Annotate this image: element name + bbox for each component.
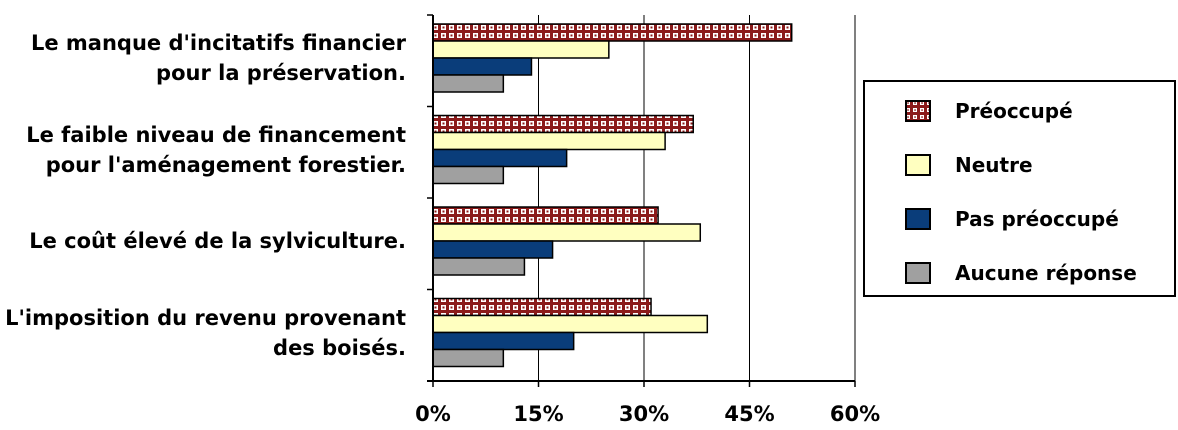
category-label-line: L'imposition du revenu provenant bbox=[5, 305, 406, 330]
category-label: L'imposition du revenu provenant des bois… bbox=[0, 303, 406, 363]
category-label-line: des boisés. bbox=[273, 335, 406, 360]
bar-aucune-r-ponse-0 bbox=[432, 74, 505, 93]
bar-pas-pr-occup--0 bbox=[432, 57, 533, 76]
category-label-line: Le coût élevé de la sylviculture. bbox=[29, 229, 406, 253]
x-tick-label: 15% bbox=[513, 402, 564, 426]
category-label-line: Le faible niveau de financement bbox=[26, 122, 406, 147]
legend-item: Pas préoccupé bbox=[905, 204, 1119, 234]
bar-neutre-2 bbox=[432, 223, 702, 242]
bar-aucune-r-ponse-2 bbox=[432, 257, 526, 276]
legend-label: Neutre bbox=[955, 153, 1033, 177]
legend-label: Pas préoccupé bbox=[955, 207, 1119, 231]
bar-neutre-1 bbox=[432, 131, 666, 151]
category-label: Le coût élevé de la sylviculture. bbox=[0, 226, 406, 256]
bar-neutre-3 bbox=[432, 314, 709, 334]
category-label-line: pour la préservation. bbox=[156, 61, 406, 85]
bar-pr-occup--3 bbox=[432, 297, 652, 317]
category-label: Le faible niveau de financement pour l'am… bbox=[0, 120, 406, 180]
bar-pas-pr-occup--3 bbox=[432, 331, 575, 351]
bar-aucune-r-ponse-1 bbox=[432, 165, 505, 185]
legend-swatch bbox=[905, 100, 931, 122]
bar-aucune-r-ponse-3 bbox=[432, 348, 505, 368]
legend-label: Préoccupé bbox=[955, 99, 1073, 123]
legend-swatch bbox=[905, 154, 931, 176]
x-tick-label: 60% bbox=[829, 402, 881, 426]
legend-swatch bbox=[905, 208, 931, 230]
bar-pr-occup--1 bbox=[432, 114, 694, 134]
x-tick-label: 0% bbox=[415, 402, 451, 426]
legend-swatch bbox=[905, 262, 931, 284]
x-tick-label: 45% bbox=[724, 402, 775, 426]
legend: Préoccupé Neutre Pas préoccupé Aucune répon… bbox=[863, 80, 1176, 297]
category-label-line: pour l'aménagement forestier. bbox=[45, 152, 406, 177]
bar-pr-occup--2 bbox=[432, 206, 659, 225]
legend-item: Neutre bbox=[905, 150, 1033, 180]
bar-pr-occup--0 bbox=[432, 23, 793, 42]
x-tick-label: 30% bbox=[618, 402, 670, 426]
bar-neutre-0 bbox=[432, 40, 610, 59]
category-label: Le manque d'incitatifs financier pour la … bbox=[0, 28, 406, 88]
legend-item: Aucune réponse bbox=[905, 258, 1137, 288]
bar-pas-pr-occup--2 bbox=[432, 240, 554, 259]
legend-item: Préoccupé bbox=[905, 96, 1073, 126]
legend-label: Aucune réponse bbox=[955, 261, 1137, 285]
category-label-line: Le manque d'incitatifs financier bbox=[30, 31, 406, 55]
bar-pas-pr-occup--1 bbox=[432, 148, 568, 168]
